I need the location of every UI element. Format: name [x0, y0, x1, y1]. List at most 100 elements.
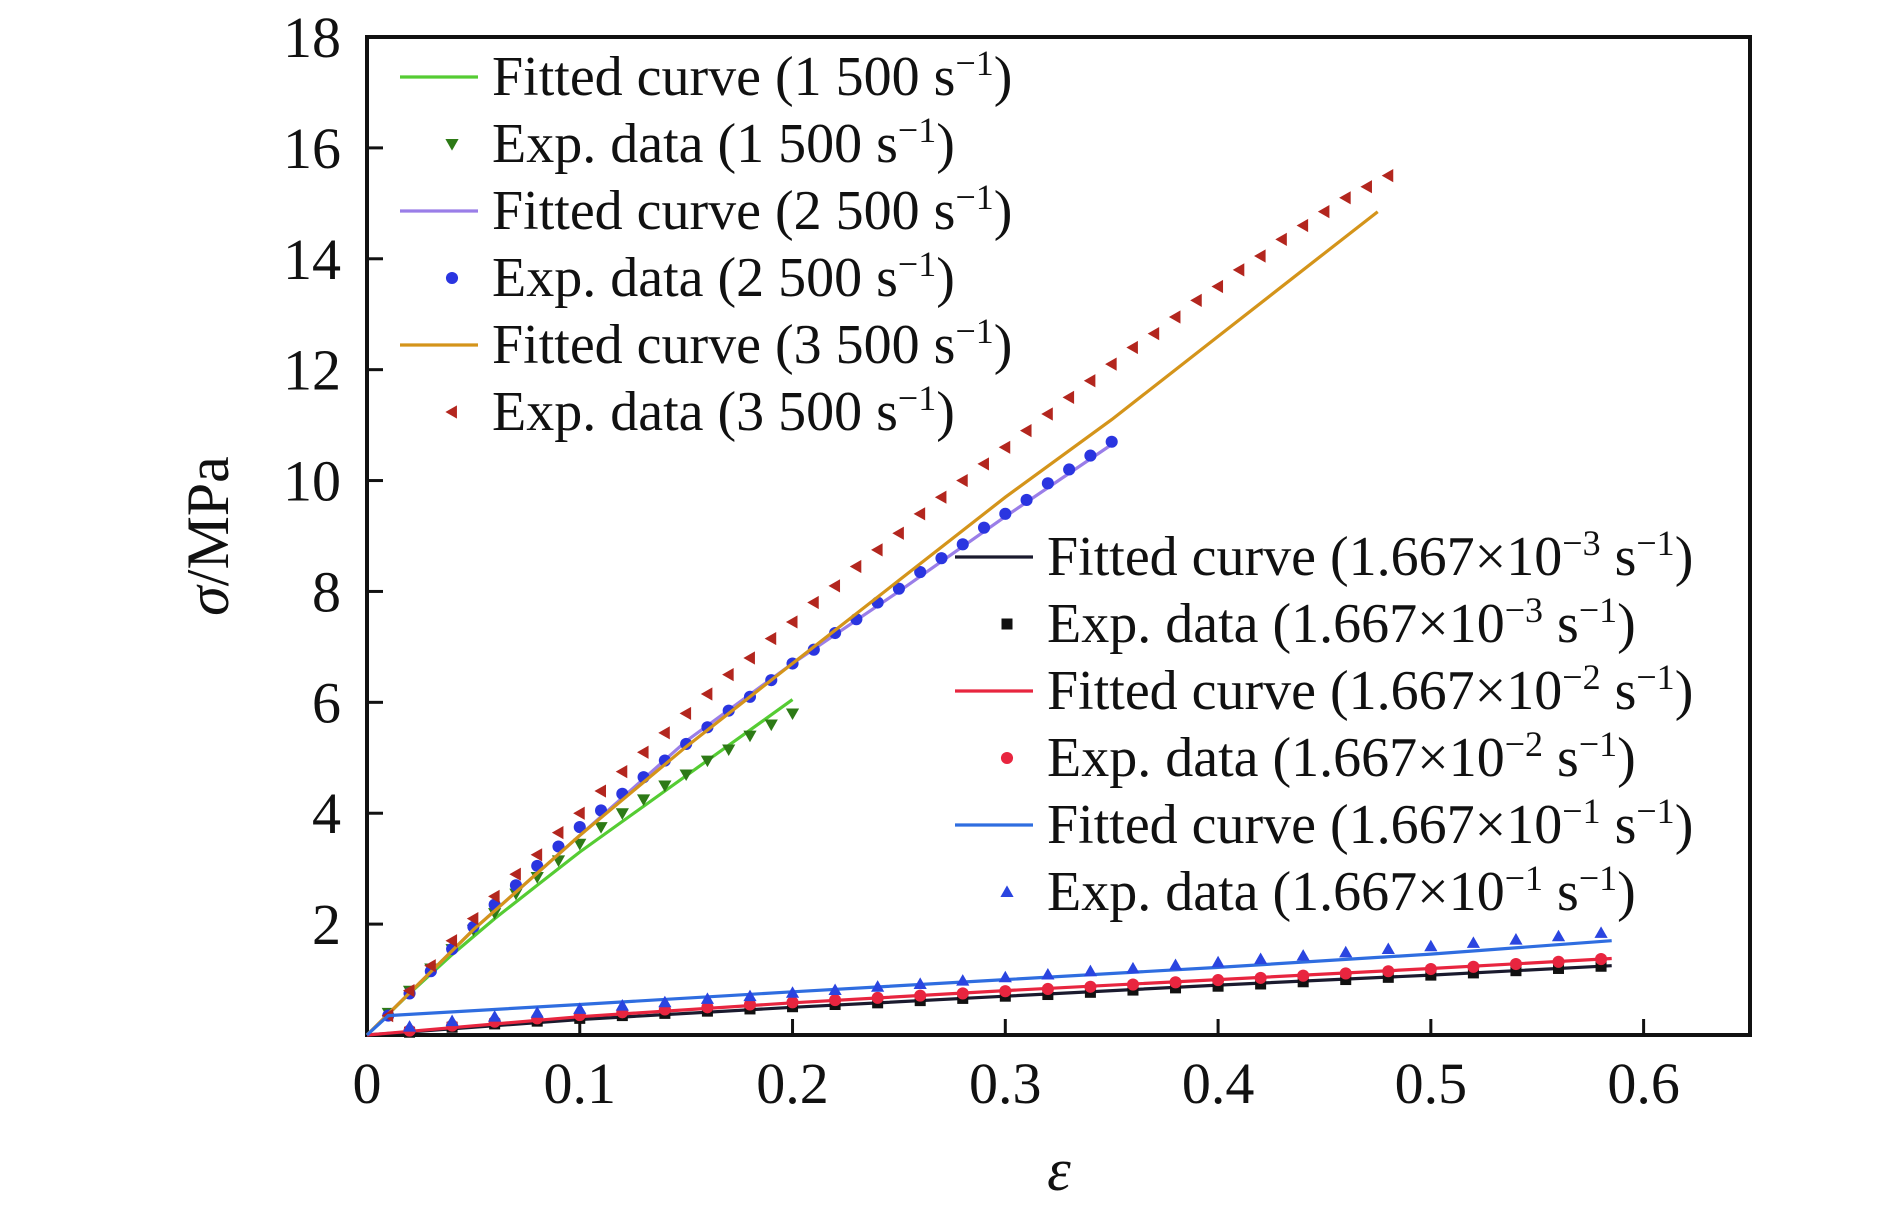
data-point — [1062, 390, 1075, 404]
legend-label-close: ) — [1675, 526, 1694, 588]
data-point — [1297, 976, 1309, 988]
legend-label: Exp. data (1 500 s−1) — [492, 110, 955, 175]
data-point — [1105, 357, 1117, 371]
x-tick-label: 0.1 — [544, 1051, 617, 1116]
legend-label-unit: s — [1543, 727, 1579, 789]
data-point — [1063, 463, 1076, 476]
legend-label-exponent: −1 — [1636, 657, 1674, 697]
data-point — [1147, 327, 1160, 341]
legend-label-unit: s — [1601, 660, 1637, 722]
legend-entry: Exp. data (3 500 s−1) — [445, 378, 955, 443]
y-tick-label: 18 — [283, 5, 341, 70]
data-point — [1105, 435, 1118, 448]
legend-label-text: Fitted curve (1.667×10 — [1047, 660, 1562, 722]
data-point — [1190, 293, 1202, 307]
data-point — [743, 989, 757, 1002]
legend-label-close: ) — [994, 314, 1013, 376]
data-point — [637, 745, 649, 759]
data-point — [1275, 232, 1287, 246]
legend-marker-swatch — [1000, 751, 1014, 765]
fitted-curve-line — [365, 443, 1113, 1037]
data-point — [743, 998, 757, 1011]
data-point — [509, 888, 523, 901]
data-point — [934, 490, 947, 504]
data-point — [786, 996, 799, 1009]
legend-entry: Exp. data (1.667×10−1 s−1) — [1000, 858, 1636, 923]
data-point — [914, 989, 927, 1002]
data-point — [1424, 939, 1438, 952]
data-point — [424, 959, 436, 973]
series-5 — [381, 169, 1394, 1023]
data-point — [913, 507, 926, 521]
legend-label-exponent: −1 — [1562, 791, 1600, 831]
legend-label-exponent: −1 — [955, 43, 993, 83]
data-point — [977, 457, 989, 471]
legend-label-text: Exp. data (2 500 s — [492, 247, 898, 309]
plot-frame — [365, 35, 1752, 1037]
data-point — [1552, 955, 1565, 968]
y-tick-label: 10 — [283, 449, 341, 514]
data-point — [828, 983, 842, 996]
data-point — [445, 1014, 459, 1027]
legend-label-close: ) — [1617, 593, 1636, 655]
data-point — [998, 440, 1011, 454]
data-point — [722, 668, 734, 682]
legend-label-text: Fitted curve (1.667×10 — [1047, 526, 1562, 588]
data-point — [1232, 263, 1245, 277]
data-point — [1041, 407, 1053, 421]
data-point — [722, 744, 736, 757]
data-point — [573, 821, 586, 834]
legend-entry: Fitted curve (1.667×10−3 s−1) — [955, 523, 1693, 588]
legend-label-close: ) — [994, 46, 1013, 108]
data-point — [700, 687, 713, 701]
data-point — [615, 765, 628, 779]
legend-label-text: Exp. data (3 500 s — [492, 381, 898, 443]
legend-low-rate: Fitted curve (1.667×10−3 s−1) Exp. data (… — [955, 523, 1693, 923]
data-point — [1595, 960, 1607, 972]
data-point — [764, 631, 777, 646]
data-point — [530, 1006, 544, 1018]
legend-label-close: ) — [936, 247, 955, 309]
data-point — [892, 582, 905, 595]
data-point — [701, 721, 714, 734]
data-point — [658, 726, 670, 740]
legend-label-close: ) — [936, 113, 955, 175]
legend-marker-swatch — [1001, 618, 1013, 630]
legend-label-text: Exp. data (1.667×10 — [1047, 727, 1505, 789]
data-point — [615, 808, 629, 820]
legend-label-text: Exp. data (1 500 s — [492, 113, 898, 175]
legend-label-text: Fitted curve (1.667×10 — [1047, 794, 1562, 856]
data-point — [1020, 493, 1033, 507]
data-point — [1381, 169, 1394, 183]
legend-label-unit: s — [1601, 794, 1637, 856]
y-axis-title: σ/MPa — [175, 456, 241, 616]
data-point — [1339, 945, 1353, 958]
data-point — [1297, 969, 1310, 982]
legend-label-exponent: −1 — [955, 177, 993, 217]
data-point — [1467, 960, 1480, 973]
data-point — [828, 579, 841, 593]
y-axis-ticks: 2 4 6 8 10 12 14 16 18 — [283, 5, 383, 957]
legend-label-exponent: −1 — [955, 311, 993, 351]
legend-label-text: Fitted curve (1 500 s — [492, 46, 955, 108]
data-point — [1340, 974, 1352, 986]
data-point — [700, 755, 715, 768]
legend-entry: Exp. data (2 500 s−1) — [445, 244, 955, 309]
legend-label: Fitted curve (3 500 s−1) — [492, 311, 1012, 376]
legend-label: Exp. data (1.667×10−1 s−1) — [1047, 858, 1636, 923]
legend-label: Exp. data (3 500 s−1) — [492, 378, 955, 443]
data-point — [849, 559, 862, 574]
data-point — [956, 538, 969, 551]
data-point — [1126, 978, 1140, 991]
series-0 — [365, 698, 794, 1037]
data-point — [1084, 449, 1097, 462]
data-point — [1211, 279, 1224, 294]
legend-marker-swatch — [445, 139, 459, 151]
legend-label-text: Fitted curve (3 500 s — [492, 314, 955, 376]
legend-high-rate: Fitted curve (1 500 s−1)Exp. data (1 500… — [400, 43, 1012, 443]
legend-entry: Fitted curve (1.667×10−1 s−1) — [955, 791, 1693, 856]
legend-label-exponent: −1 — [1579, 590, 1617, 630]
data-point — [615, 999, 629, 1011]
legend-entry: Fitted curve (1 500 s−1) — [400, 43, 1012, 108]
data-point — [998, 970, 1012, 983]
